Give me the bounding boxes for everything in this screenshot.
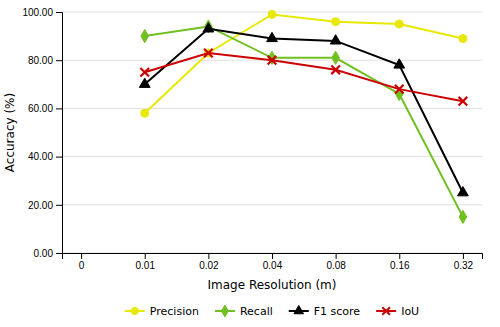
series-point xyxy=(141,30,149,43)
x-tick-label: 0.04 xyxy=(263,260,283,271)
legend: Precision Recall F1 score IoU xyxy=(125,305,419,318)
y-tick: 20.00 xyxy=(28,200,62,211)
grid-line xyxy=(62,204,482,205)
y-tick-label: 40.00 xyxy=(28,151,53,162)
y-tick: 60.00 xyxy=(28,103,62,114)
y-tick-mark xyxy=(56,108,62,109)
x-tick: 0.02 xyxy=(199,253,219,271)
series-point xyxy=(268,10,276,18)
series-point xyxy=(267,32,278,41)
grid xyxy=(62,12,482,253)
legend-marker xyxy=(131,307,138,314)
y-tick: 80.00 xyxy=(28,55,62,66)
legend-label: Recall xyxy=(240,305,273,318)
y-tick-label: 80.00 xyxy=(28,55,53,66)
legend-marker xyxy=(222,305,229,317)
x-tick: 0.08 xyxy=(326,253,346,271)
x-tick-mark xyxy=(399,253,400,259)
series xyxy=(141,20,467,224)
x-tick-label: 0.01 xyxy=(135,260,155,271)
y-tick-mark xyxy=(56,157,62,158)
legend-label: F1 score xyxy=(314,305,361,318)
x-tick-mark xyxy=(208,253,209,259)
plot: 0.0020.0040.0060.0080.00100.0000.010.020… xyxy=(22,7,482,271)
x-tick: 0.32 xyxy=(454,253,474,271)
x-tick-mark xyxy=(81,253,82,259)
series xyxy=(139,23,468,196)
y-axis-line xyxy=(56,13,63,254)
x-axis-line xyxy=(63,254,483,260)
grid-line xyxy=(62,156,482,157)
x-tick-label: 0.08 xyxy=(326,260,346,271)
series-line xyxy=(145,26,463,216)
x-tick-mark xyxy=(272,253,273,259)
x-axis: 0 0.01 0.02 0.04 0.08 0.16 0.32 xyxy=(63,253,483,271)
legend-marker xyxy=(294,305,304,313)
y-tick-mark xyxy=(56,60,62,61)
x-axis-title: Image Resolution (m) xyxy=(208,278,337,292)
series-point xyxy=(394,59,405,68)
series-point xyxy=(141,109,149,117)
x-tick-label: 0.16 xyxy=(390,260,410,271)
x-tick-mark xyxy=(336,253,337,259)
y-tick: 40.00 xyxy=(28,151,62,162)
series xyxy=(140,49,467,106)
y-tick-mark xyxy=(56,205,62,206)
x-tick-label: 0.32 xyxy=(454,260,474,271)
y-tick: 0.00 xyxy=(34,248,62,259)
x-tick-label: 0 xyxy=(79,260,85,271)
series-point xyxy=(458,187,469,196)
y-tick-mark xyxy=(56,12,62,13)
series-point xyxy=(459,210,467,223)
y-tick-label: 20.00 xyxy=(28,200,53,211)
y-axis-title: Accuracy (%) xyxy=(3,93,17,172)
x-tick-label: 0.02 xyxy=(199,260,219,271)
x-tick: 0.01 xyxy=(135,253,155,271)
series-point xyxy=(332,18,340,26)
legend-item: Precision xyxy=(125,305,199,318)
y-tick-mark xyxy=(56,253,62,254)
series-point xyxy=(459,35,467,43)
x-tick: 0 xyxy=(79,253,85,271)
chart: 0.0020.0040.0060.0080.00100.0000.010.020… xyxy=(0,0,500,327)
series-point xyxy=(395,85,404,94)
series-point xyxy=(459,97,468,106)
series-point xyxy=(204,49,213,58)
series-point xyxy=(203,23,214,32)
grid-line xyxy=(62,108,482,109)
y-tick-label: 60.00 xyxy=(28,103,53,114)
y-tick-label: 0.00 xyxy=(34,248,54,259)
legend-label: IoU xyxy=(401,305,419,318)
y-tick: 100.00 xyxy=(22,7,62,18)
y-tick-label: 100.00 xyxy=(22,7,53,18)
marks xyxy=(139,10,468,223)
x-tick: 0.04 xyxy=(263,253,283,271)
series-point xyxy=(332,51,340,64)
series-point xyxy=(268,56,277,65)
x-tick-mark xyxy=(463,253,464,259)
series-point xyxy=(331,66,340,75)
legend-item: F1 score xyxy=(289,305,361,318)
series-point xyxy=(268,51,276,64)
series-line xyxy=(145,29,463,193)
legend-item: Recall xyxy=(215,305,273,318)
series-point xyxy=(395,20,403,28)
y-axis: 0.00 20.00 40.00 60.00 80.00 100.00 xyxy=(22,7,62,259)
legend-marker xyxy=(382,307,390,315)
series-point xyxy=(330,35,341,44)
series-line xyxy=(145,53,463,101)
x-tick: 0.16 xyxy=(390,253,410,271)
legend-label: Precision xyxy=(150,305,199,318)
legend-item: IoU xyxy=(376,305,419,318)
x-tick-mark xyxy=(145,253,146,259)
series-point xyxy=(139,78,150,87)
series-point xyxy=(140,68,149,77)
